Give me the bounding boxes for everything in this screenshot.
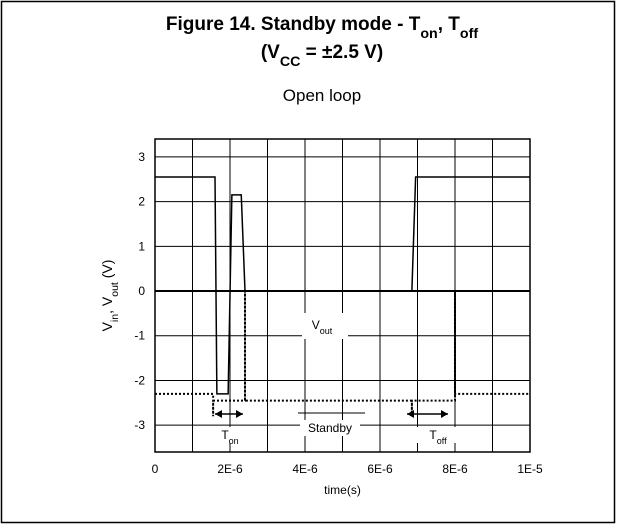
subscript: CC <box>280 54 301 70</box>
text-part: V <box>99 321 115 331</box>
subscript: out <box>109 282 121 297</box>
label-box <box>300 420 360 436</box>
label-box <box>408 427 468 443</box>
text-part: , V <box>99 296 115 314</box>
series-line <box>155 291 530 417</box>
subscript: in <box>109 314 121 322</box>
x-tick-label: 4E-6 <box>292 462 318 476</box>
y-tick-label: -3 <box>134 418 145 432</box>
text-part: (V <box>261 42 280 63</box>
subscript: on <box>229 436 239 446</box>
annotation: Ton <box>221 428 238 446</box>
text-part: Standby <box>308 421 352 435</box>
x-axis-label: time(s) <box>324 483 361 497</box>
text-part: T <box>429 428 437 442</box>
y-axis-label: Vin, Vout (V) <box>99 260 121 332</box>
y-tick-label: -2 <box>134 373 145 387</box>
subscript: out <box>320 326 333 336</box>
text-part: = ±2.5 V) <box>300 42 383 63</box>
text-part: , T <box>438 14 461 35</box>
chart-title: Figure 14. Standby mode - Ton, Toff <box>166 14 478 42</box>
y-tick-label: 1 <box>138 239 145 253</box>
text-part: (V) <box>99 260 115 283</box>
annotation: Toff <box>429 428 447 446</box>
y-tick-label: -1 <box>134 329 145 343</box>
text-part: Figure 14. Standby mode - T <box>166 14 421 35</box>
text-part: V <box>312 318 320 332</box>
x-tick-label: 0 <box>152 462 159 476</box>
annotation: Standby <box>308 421 352 435</box>
text-part: T <box>221 428 229 442</box>
y-tick-label: 2 <box>138 195 145 209</box>
x-tick-label: 1E-5 <box>517 462 543 476</box>
chart-subtitle: Open loop <box>283 86 361 105</box>
subscript: off <box>437 436 447 446</box>
y-tick-label: 0 <box>138 284 145 298</box>
subscript: off <box>460 26 478 42</box>
label-box <box>200 427 260 443</box>
subscript: on <box>420 26 437 42</box>
chart-title: (VCC = ±2.5 V) <box>261 42 383 70</box>
arrow-head <box>215 410 243 418</box>
label-box <box>292 317 352 333</box>
x-tick-label: 6E-6 <box>367 462 393 476</box>
series-line <box>155 176 530 395</box>
x-tick-label: 8E-6 <box>442 462 468 476</box>
x-tick-label: 2E-6 <box>217 462 243 476</box>
annotation: Vout <box>312 318 333 336</box>
y-tick-label: 3 <box>138 150 145 164</box>
